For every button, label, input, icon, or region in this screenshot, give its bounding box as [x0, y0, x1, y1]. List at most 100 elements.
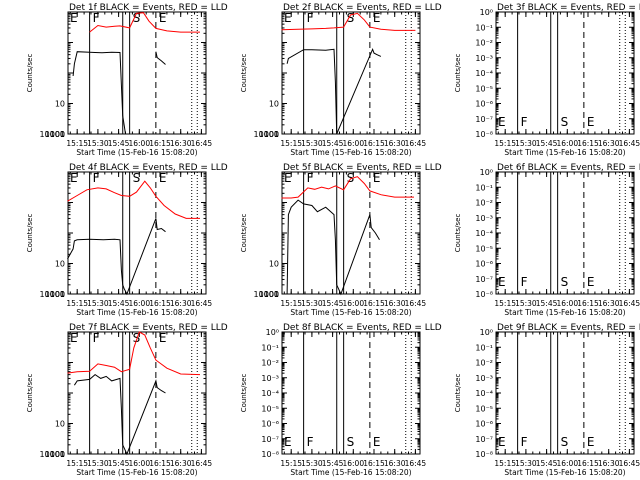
y-axis-label: Counts/sec	[26, 374, 34, 413]
y-tick-label: 10⁻⁶	[475, 260, 493, 269]
lld-series-line	[281, 12, 416, 31]
panel-title: Det 3f BLACK = Events, RED = LLD	[497, 3, 640, 13]
y-tick-label: 100	[264, 130, 279, 139]
phase-label: F	[93, 331, 100, 345]
phase-label: S	[347, 435, 355, 449]
x-tick-label: 16:00	[342, 459, 364, 468]
panel-title: Det 1f BLACK = Events, RED = LLD	[69, 3, 228, 13]
x-tick-label: 15:45	[108, 459, 130, 468]
y-tick-label: 1000	[45, 450, 65, 459]
phase-label: E	[70, 331, 78, 345]
y-tick-label: 10⁻⁷	[475, 275, 493, 284]
x-tick-label: 16:45	[191, 139, 213, 148]
x-tick-label: 16:00	[342, 139, 364, 148]
y-tick-label: 10⁻⁶	[475, 420, 493, 429]
x-tick-label: 16:30	[170, 299, 192, 308]
y-tick-label: 10⁻²	[475, 359, 493, 368]
y-tick-label: 10⁰	[480, 168, 493, 177]
x-tick-label: 15:45	[536, 299, 558, 308]
y-tick-label: 10	[269, 100, 279, 109]
y-tick-label: 10⁰	[480, 328, 493, 337]
x-tick-label: 15:30	[87, 459, 109, 468]
x-tick-label: 16:15	[577, 139, 599, 148]
x-tick-label: 16:00	[556, 139, 578, 148]
phase-label: E	[587, 115, 595, 129]
x-tick-label: 16:30	[598, 459, 620, 468]
x-tick-label: 15:30	[515, 299, 537, 308]
y-tick-label: 100	[50, 450, 65, 459]
y-axis-label: Counts/sec	[240, 374, 248, 413]
lld-series-line	[281, 176, 414, 199]
y-tick-label: 10⁻⁵	[475, 84, 493, 93]
panel-title: Det 9f BLACK = Events, RED = LLD	[497, 323, 640, 333]
y-tick-label: 10000	[254, 130, 279, 139]
y-tick-label: 10	[55, 100, 65, 109]
x-axis-label: Start Time (15-Feb-16 15:08:20)	[76, 308, 197, 317]
x-tick-label: 16:15	[149, 459, 171, 468]
x-axis-label: Start Time (15-Feb-16 15:08:20)	[504, 148, 625, 157]
phase-label: E	[159, 11, 167, 25]
x-tick-label: 16:00	[556, 299, 578, 308]
x-tick-label: 16:00	[342, 299, 364, 308]
phase-label: E	[587, 275, 595, 289]
x-tick-label: 16:30	[170, 139, 192, 148]
panel-title: Det 4f BLACK = Events, RED = LLD	[69, 163, 228, 173]
panel-title: Det 7f BLACK = Events, RED = LLD	[69, 323, 228, 333]
y-tick-label: 10	[269, 260, 279, 269]
phase-label: E	[159, 331, 167, 345]
y-tick-label: 10⁰	[266, 328, 279, 337]
y-tick-label: 10⁻³	[475, 214, 493, 223]
y-tick-label: 10⁻⁵	[261, 404, 279, 413]
phase-label: F	[93, 11, 100, 25]
lld-series-line	[89, 12, 200, 33]
x-axis-label: Start Time (15-Feb-16 15:08:20)	[290, 148, 411, 157]
chart-panel-2: Det 2f BLACK = Events, RED = LLD 1 10 10010…	[240, 3, 442, 157]
x-tick-label: 15:15	[280, 139, 302, 148]
panel-title: Det 2f BLACK = Events, RED = LLD	[283, 3, 442, 13]
y-tick-label: 10⁻²	[261, 359, 279, 368]
y-tick-label: 10⁰	[480, 8, 493, 17]
phase-label: E	[284, 435, 292, 449]
phase-label: E	[284, 11, 292, 25]
x-tick-label: 16:15	[363, 459, 385, 468]
y-tick-label: 1	[274, 290, 279, 299]
x-tick-label: 16:00	[128, 139, 150, 148]
x-tick-label: 15:30	[301, 299, 323, 308]
x-axis-label: Start Time (15-Feb-16 15:08:20)	[504, 468, 625, 477]
x-tick-label: 16:45	[191, 459, 213, 468]
y-tick-label: 10⁻⁸	[475, 290, 493, 299]
x-tick-label: 15:45	[322, 299, 344, 308]
chart-panel-3: Det 3f BLACK = Events, RED = LLD 10⁰ 10⁻¹ 1…	[454, 3, 640, 157]
phase-label: E	[373, 435, 381, 449]
phase-label: S	[561, 275, 569, 289]
phase-label: F	[521, 115, 528, 129]
y-tick-label: 1	[60, 290, 65, 299]
events-series-line	[286, 199, 380, 296]
y-tick-label: 10⁻⁴	[261, 389, 279, 398]
panel-title: Det 6f BLACK = Events, RED = LLD	[497, 163, 640, 173]
x-tick-label: 16:15	[577, 299, 599, 308]
phase-label: F	[307, 11, 314, 25]
x-tick-label: 15:15	[494, 459, 516, 468]
phase-label: S	[561, 435, 569, 449]
x-tick-label: 16:30	[170, 459, 192, 468]
y-tick-label: 10⁻⁵	[475, 244, 493, 253]
y-axis-label: Counts/sec	[454, 374, 462, 413]
axes-frame	[67, 11, 207, 135]
y-tick-label: 10⁻⁷	[475, 115, 493, 124]
events-series-line	[72, 51, 166, 135]
y-tick-label: 10⁻⁸	[475, 130, 493, 139]
chart-panel-4: Det 4f BLACK = Events, RED = LLD 1 10 10010…	[26, 163, 228, 317]
x-tick-label: 15:45	[108, 299, 130, 308]
y-tick-label: 10⁻⁸	[261, 450, 279, 459]
phase-label: E	[159, 171, 167, 185]
x-tick-label: 16:00	[128, 299, 150, 308]
x-tick-label: 15:45	[536, 139, 558, 148]
x-tick-label: 15:15	[494, 139, 516, 148]
y-tick-label: 1	[274, 130, 279, 139]
x-tick-label: 15:30	[87, 139, 109, 148]
events-series-line	[73, 373, 166, 456]
y-tick-label: 10⁻¹	[475, 343, 493, 352]
axes-frame	[281, 171, 421, 295]
y-tick-label: 10⁻⁷	[261, 435, 279, 444]
